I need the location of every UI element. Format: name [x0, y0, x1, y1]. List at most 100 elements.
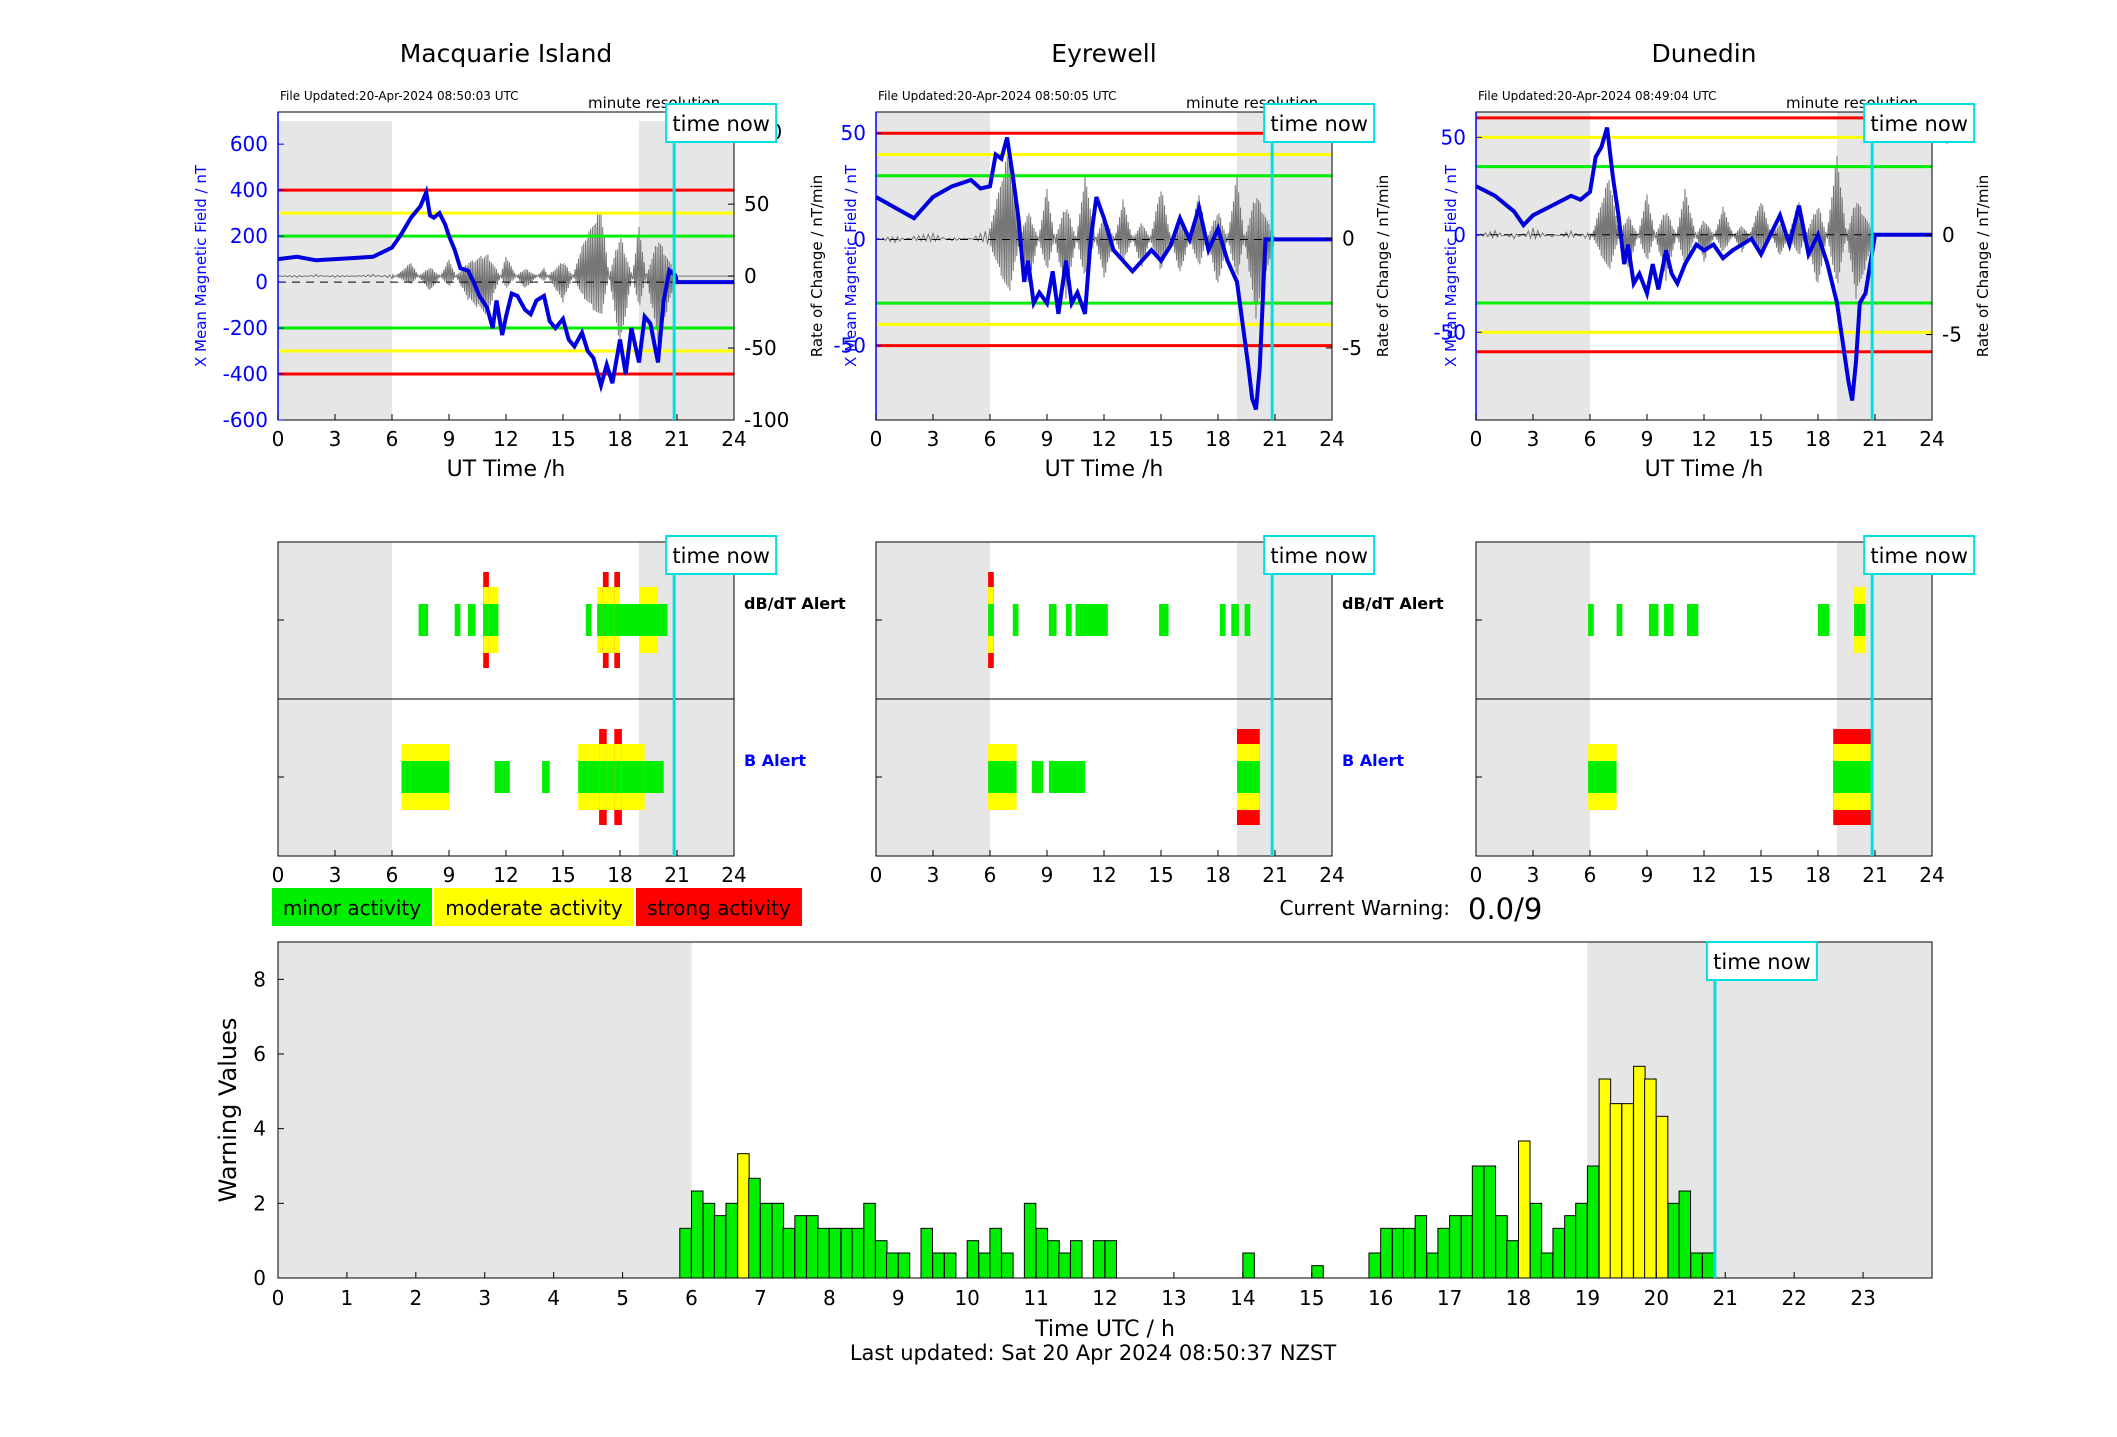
warning-bar — [1518, 1140, 1531, 1279]
warning-values-chart: 0 1 2 3 4 5 6 7 8 9 10 11 12 13 14 15 16 17 18 19 20 21 22 2302… — [214, 941, 1933, 1342]
warning-xtick-label: 5 — [616, 1286, 629, 1310]
warning-bar — [1437, 1227, 1450, 1279]
panel-2-ytick-label: -50 — [833, 334, 866, 358]
panel-3-xtick-label: 18 — [1805, 427, 1830, 451]
warning-bar — [989, 1227, 1002, 1279]
alert-panel-1-time-now-label: time now — [672, 544, 769, 568]
legend-minor-label: minor activity — [283, 896, 421, 920]
panel-1-xtick-label: 12 — [493, 427, 518, 451]
warning-bar — [691, 1190, 704, 1279]
alert-panel-3-time-now-label: time now — [1870, 544, 1967, 568]
alert-panel-3-xtick-label: 6 — [1584, 863, 1597, 887]
warning-bar — [851, 1227, 865, 1279]
alert-panel-2-dbdt-minor-bar — [1231, 604, 1239, 636]
alert-panel-2-dbdt-minor-bar — [1219, 604, 1226, 636]
warning-ytick-label: 2 — [253, 1191, 266, 1215]
warning-bar — [1540, 1252, 1554, 1279]
panel-2-xtick-label: 0 — [870, 427, 883, 451]
warning-bar — [1242, 1252, 1255, 1279]
panel-2-xtick-label: 6 — [984, 427, 997, 451]
warning-bar — [1690, 1252, 1703, 1279]
panel-3-station-title: Dunedin — [1652, 39, 1757, 68]
panel-2-y2label: Rate of Change / nT/min — [1374, 175, 1392, 357]
warning-ytick-label: 8 — [253, 967, 266, 991]
alert-panel-3-dbdt-minor-bar — [1664, 604, 1674, 636]
alert-panel-1-b-minor-bar — [599, 761, 607, 793]
panel-3-time-now-label: time now — [1870, 112, 1967, 136]
warning-bar — [782, 1227, 796, 1279]
warning-bar — [1678, 1190, 1692, 1279]
warning-bar — [1070, 1240, 1083, 1279]
panel-1-y2tick-label: 50 — [744, 192, 769, 216]
panel-2-xtick-label: 9 — [1041, 427, 1054, 451]
alert-panel-3-xtick-label: 3 — [1527, 863, 1540, 887]
warning-chart-time-now-label: time now — [1713, 950, 1810, 974]
alert-panel-1-xtick-label: 18 — [607, 863, 632, 887]
alert-panel-1-dbdt-minor-bar — [608, 604, 615, 636]
panel-1-rate-of-change-trace — [277, 212, 735, 343]
alert-panel-1-dbdt-minor-bar — [488, 604, 499, 636]
panel-2-y2tick-label: -5 — [1342, 336, 1362, 360]
alert-panel-1-dbdt-minor-bar — [658, 604, 668, 636]
panel-3-ytick-label: 0 — [1453, 223, 1466, 247]
panel-1-ytick-label: -200 — [223, 316, 268, 340]
warning-xtick-label: 11 — [1023, 1286, 1048, 1310]
warning-bar — [1506, 1240, 1519, 1279]
alert-panel-1-dbdt-minor-bar — [602, 604, 609, 636]
panel-2-xtick-label: 24 — [1319, 427, 1344, 451]
station-panels: Macquarie Island File Updated:20-Apr-2024… — [192, 39, 1992, 482]
panel-2-xlabel: UT Time /h — [1045, 457, 1164, 482]
panel-2-ytick-label: 50 — [841, 121, 866, 145]
warning-ytick-label: 0 — [253, 1266, 266, 1290]
warning-bar — [759, 1202, 773, 1279]
panel-1-y2tick-label: -50 — [744, 336, 777, 360]
panel-1-time-now-label: time now — [672, 112, 769, 136]
warning-xtick-label: 14 — [1230, 1286, 1255, 1310]
alert-panel-1-b-minor-bar — [621, 761, 645, 793]
alert-panel-2-dbdt-minor-bar — [1244, 604, 1251, 636]
alert-panel-1-dbdt-minor-bar — [418, 604, 429, 636]
warning-bar — [737, 1153, 750, 1279]
warning-bar — [1644, 1078, 1657, 1279]
warning-bar — [1449, 1215, 1462, 1279]
warning-bar — [932, 1252, 945, 1279]
alert-panel-1-b-minor-bar — [578, 761, 600, 793]
alert-panel-2: 0 3 6 9 12 15 18 21 24 dB/dT Alert B Alert time now — [870, 535, 1444, 887]
panel-1-y2tick-label: -100 — [744, 408, 789, 432]
alert-panel-3: 0 3 6 9 12 15 18 21 24 time now — [1470, 535, 1976, 887]
alert-panel-1-b-minor-bar — [494, 761, 503, 793]
warning-bar — [806, 1215, 819, 1279]
warning-bar — [679, 1227, 692, 1279]
warning-bar — [1414, 1215, 1428, 1279]
warning-xtick-label: 3 — [478, 1286, 491, 1310]
warning-xtick-label: 19 — [1575, 1286, 1600, 1310]
warning-xtick-label: 4 — [547, 1286, 560, 1310]
alert-panel-1-xtick-label: 21 — [664, 863, 689, 887]
warning-xtick-label: 6 — [685, 1286, 698, 1310]
alert-panel-2-dbdt-minor-bar — [1012, 604, 1019, 636]
panel-3-xtick-label: 12 — [1691, 427, 1716, 451]
warning-bar — [1402, 1227, 1416, 1279]
alert-panel-2-dbdt-minor-bar — [1075, 604, 1108, 636]
alert-panel-3-dbdt-minor-bar — [1686, 604, 1699, 636]
alert-panel-2-dbdt-minor-bar — [1066, 604, 1072, 636]
alert-panel-2-time-now-box — [1263, 535, 1376, 575]
alert-panel-1-dbdt-minor-bar — [639, 604, 658, 636]
warning-bar — [943, 1252, 957, 1279]
warning-bar — [1483, 1165, 1497, 1279]
warning-bar — [1471, 1165, 1485, 1279]
alert-panel-2-dbdt-label: dB/dT Alert — [1342, 594, 1444, 613]
warning-xtick-label: 7 — [754, 1286, 767, 1310]
warning-bar — [1598, 1078, 1612, 1279]
warning-bar — [713, 1215, 727, 1279]
legend-strong-label: strong activity — [647, 896, 791, 920]
panel-2-time-now-label: time now — [1270, 112, 1367, 136]
warning-bar — [863, 1202, 876, 1279]
alert-panel-3-dbdt-minor-bar — [1648, 604, 1659, 636]
alert-panel-3-xtick-label: 21 — [1862, 863, 1887, 887]
panel-1-ytick-label: 0 — [255, 270, 268, 294]
panel-1-xtick-label: 21 — [664, 427, 689, 451]
alert-panel-1-b-minor-bar — [502, 761, 510, 793]
panel-3-xlabel: UT Time /h — [1645, 457, 1764, 482]
alert-panel-2-b-minor-bar — [1048, 761, 1085, 793]
